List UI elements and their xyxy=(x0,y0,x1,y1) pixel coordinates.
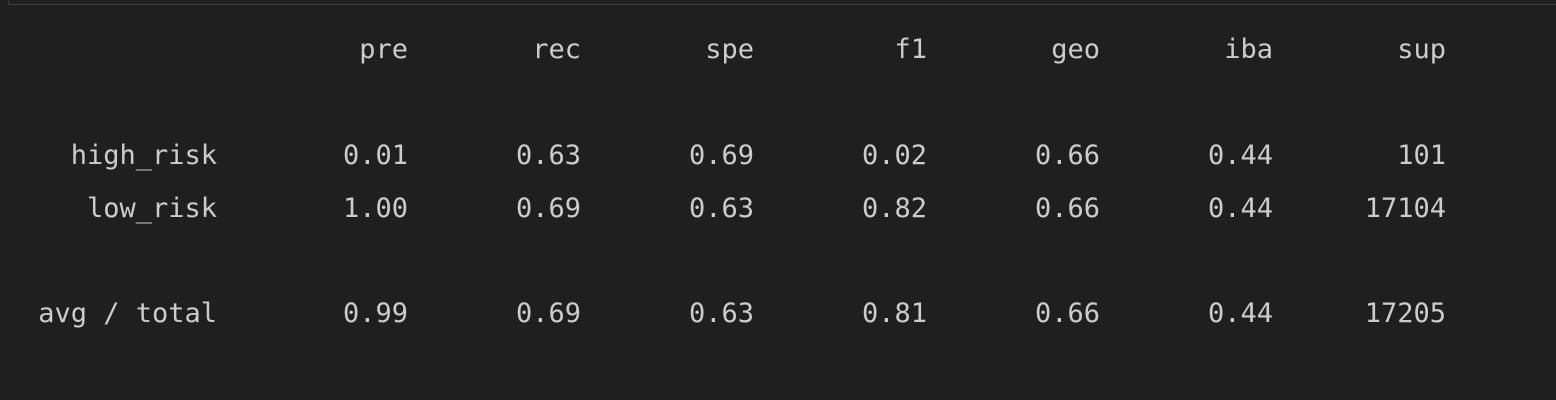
header-pre: pre xyxy=(359,34,408,65)
cell-geo: 0.66 xyxy=(1034,193,1100,224)
cell-rec: 0.63 xyxy=(515,140,581,171)
panel-top-border xyxy=(8,4,1556,5)
cell-iba: 0.44 xyxy=(1207,140,1273,171)
report-row-high-risk: high_risk 0.01 0.63 0.69 0.02 0.66 0.44 … xyxy=(0,141,1556,171)
header-spe: spe xyxy=(705,34,754,65)
cell-f1: 0.82 xyxy=(861,193,927,224)
cell-pre: 0.01 xyxy=(342,140,408,171)
panel-left-border xyxy=(8,0,9,5)
cell-pre: 1.00 xyxy=(342,193,408,224)
cell-spe: 0.63 xyxy=(688,298,754,329)
cell-sup: 17104 xyxy=(1364,193,1446,224)
header-iba: iba xyxy=(1224,34,1273,65)
cell-pre: 0.99 xyxy=(342,298,408,329)
cell-iba: 0.44 xyxy=(1207,193,1273,224)
header-rec: rec xyxy=(532,34,581,65)
cell-f1: 0.81 xyxy=(861,298,927,329)
header-f1: f1 xyxy=(894,34,927,65)
cell-spe: 0.69 xyxy=(688,140,754,171)
cell-spe: 0.63 xyxy=(688,193,754,224)
cell-sup: 101 xyxy=(1397,140,1446,171)
cell-geo: 0.66 xyxy=(1034,140,1100,171)
row-label: avg / total xyxy=(38,298,217,329)
header-sup: sup xyxy=(1397,34,1446,65)
cell-iba: 0.44 xyxy=(1207,298,1273,329)
row-label: low_risk xyxy=(86,193,217,224)
cell-f1: 0.02 xyxy=(861,140,927,171)
report-header-row: pre rec spe f1 geo iba sup xyxy=(0,35,1556,65)
row-label: high_risk xyxy=(70,140,217,171)
cell-rec: 0.69 xyxy=(515,193,581,224)
cell-rec: 0.69 xyxy=(515,298,581,329)
report-row-avg-total: avg / total 0.99 0.69 0.63 0.81 0.66 0.4… xyxy=(0,299,1556,329)
header-geo: geo xyxy=(1051,34,1100,65)
report-row-low-risk: low_risk 1.00 0.69 0.63 0.82 0.66 0.44 1… xyxy=(0,194,1556,224)
cell-sup: 17205 xyxy=(1364,298,1446,329)
cell-geo: 0.66 xyxy=(1034,298,1100,329)
